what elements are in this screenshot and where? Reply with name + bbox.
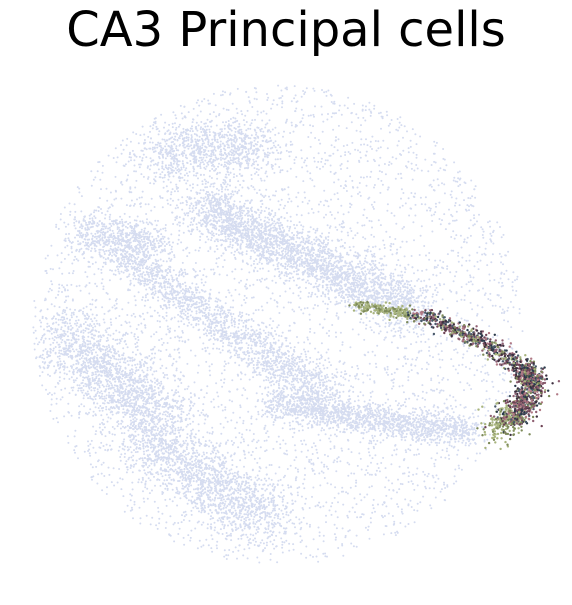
- highlighted-ca3-cells: [348, 300, 561, 451]
- figure-title: CA3 Principal cells: [66, 2, 506, 58]
- background-cells: [32, 84, 524, 564]
